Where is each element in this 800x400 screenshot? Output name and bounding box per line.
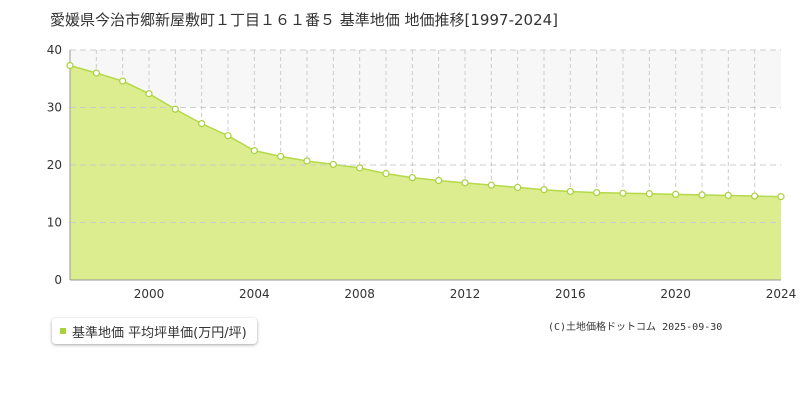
x-tick-labels: 2000 2004 2008 2012 2016 2020 2024 (134, 287, 797, 301)
data-point (382, 170, 390, 178)
y-tick-labels: 0 10 20 30 40 (47, 43, 62, 287)
x-tick-label: 2004 (239, 287, 270, 301)
x-tick-label: 2000 (134, 287, 165, 301)
data-point (119, 77, 127, 85)
data-point (198, 119, 206, 128)
area-layer (69, 64, 782, 281)
axes (69, 50, 781, 281)
horizontal-gridlines (70, 49, 781, 223)
band-30-40 (70, 50, 781, 108)
data-point (145, 90, 153, 98)
chart-title: 愛媛県今治市郷新屋敷町１丁目１６１番５ 基準地価 地価推移[1997-2024] (50, 11, 559, 29)
data-point (461, 179, 469, 187)
data-point (698, 191, 706, 199)
data-point (303, 157, 311, 165)
data-point (171, 105, 179, 113)
data-point (66, 61, 74, 70)
x-tick-label: 2012 (450, 287, 481, 301)
data-markers (66, 61, 785, 201)
legend: 基準地価 平均坪単価(万円/坪) (52, 318, 257, 344)
series-line (69, 64, 782, 198)
copyright: (C)土地価格ドットコム 2025-09-30 (548, 322, 723, 333)
data-point (619, 189, 627, 197)
data-point (514, 183, 522, 192)
data-point (540, 186, 548, 194)
data-point (277, 152, 285, 160)
legend-label: 基準地価 平均坪単価(万円/坪) (72, 325, 247, 341)
legend-marker-icon (60, 328, 66, 334)
data-point (751, 192, 759, 200)
x-tick-label: 2016 (555, 287, 586, 301)
data-point (329, 160, 337, 169)
y-tick-label: 0 (54, 273, 62, 287)
data-point (566, 187, 574, 196)
x-tick-label: 2020 (660, 287, 691, 301)
data-point (487, 181, 495, 189)
data-point (593, 189, 601, 197)
data-point (724, 191, 732, 200)
data-point (408, 174, 416, 182)
y-tick-label: 30 (47, 101, 62, 115)
data-point (435, 176, 443, 185)
data-point (356, 164, 364, 172)
data-point (224, 132, 232, 140)
y-tick-label: 20 (47, 158, 62, 172)
data-point (645, 190, 653, 198)
x-tick-label: 2008 (344, 287, 375, 301)
data-point (250, 147, 258, 155)
data-point (92, 69, 100, 77)
y-tick-label: 40 (47, 43, 62, 57)
data-point (777, 193, 785, 201)
data-point (672, 190, 680, 198)
series-area (70, 65, 781, 281)
x-tick-label: 2024 (766, 287, 797, 301)
y-tick-label: 10 (47, 216, 62, 230)
